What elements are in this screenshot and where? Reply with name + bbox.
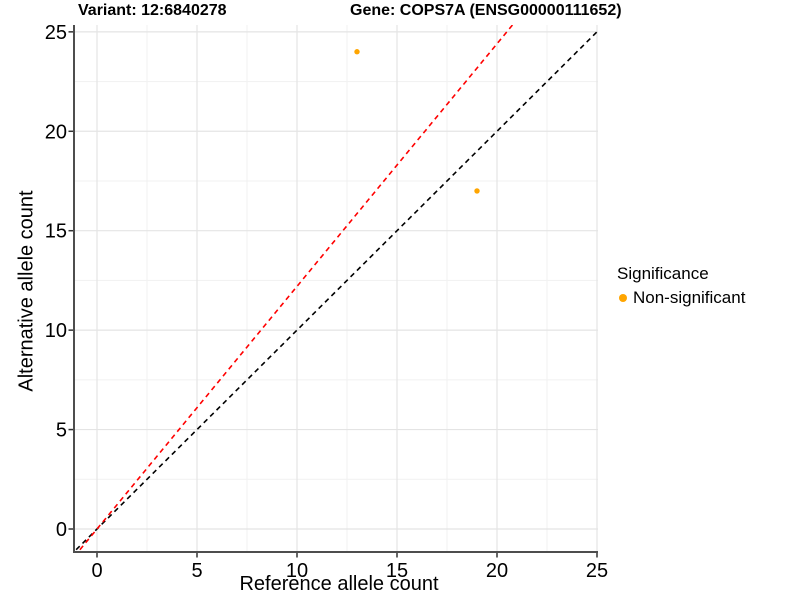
x-tick-label: 20 bbox=[486, 560, 508, 582]
legend-title: Significance bbox=[617, 264, 709, 283]
x-tick-label: 0 bbox=[91, 560, 102, 582]
y-tick-label: 15 bbox=[45, 221, 67, 243]
data-point bbox=[354, 49, 360, 55]
x-tick-label: 5 bbox=[191, 560, 202, 582]
x-axis-title: Reference allele count bbox=[239, 573, 439, 595]
identity-line bbox=[74, 29, 598, 552]
y-axis-title: Alternative allele count bbox=[15, 190, 38, 392]
y-tick-label: 0 bbox=[56, 519, 67, 541]
y-tick-label: 5 bbox=[56, 420, 67, 442]
gene-title: Gene: COPS7A (ENSG00000111652) bbox=[350, 2, 622, 19]
x-tick-label: 10 bbox=[286, 560, 308, 582]
legend-item-label: Non-significant bbox=[633, 288, 746, 307]
legend: Significance Non-significant bbox=[617, 264, 745, 308]
x-tick-label: 15 bbox=[386, 560, 408, 582]
y-tick-label: 25 bbox=[45, 22, 67, 44]
x-tick-label: 25 bbox=[586, 560, 608, 582]
y-tick-label: 10 bbox=[45, 320, 67, 342]
legend-item: Non-significant bbox=[617, 288, 745, 308]
variant-title: Variant: 12:6840278 bbox=[78, 2, 227, 19]
y-tick-label: 20 bbox=[45, 121, 67, 143]
legend-point-icon bbox=[619, 294, 627, 302]
data-point bbox=[474, 188, 480, 194]
